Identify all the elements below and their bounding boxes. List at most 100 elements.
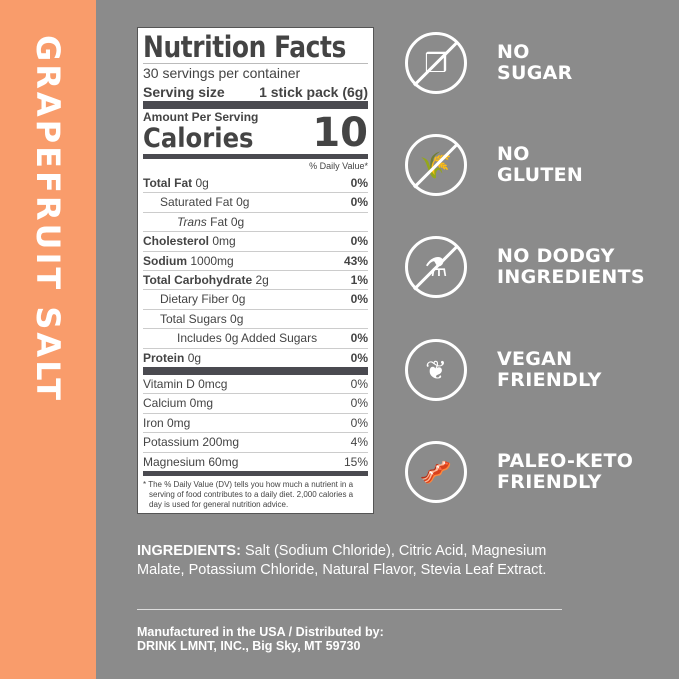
nutrient-row: Dietary Fiber 0g 0% [143, 289, 368, 308]
leaf-icon: ❦ [405, 339, 467, 401]
nutrition-title: Nutrition Facts [143, 30, 346, 64]
prohibition-slash [413, 244, 459, 290]
nutrient-percent: 0% [350, 234, 368, 249]
servings-per-container: 30 servings per container [143, 65, 301, 81]
ingredients-label: INGREDIENTS: [137, 543, 241, 559]
divider-thick [143, 101, 368, 109]
mineral-name: Magnesium 60mg [143, 454, 239, 469]
no-sugar-cubes-icon: ❒ [405, 32, 467, 94]
nutrient-percent: 0% [350, 292, 368, 307]
nutrient-name: Trans [177, 214, 207, 229]
nutrient-amount: 0g [232, 292, 246, 307]
nutrient-row: Cholesterol 0mg 0% [143, 231, 368, 250]
nutrient-name: Sodium [143, 253, 187, 268]
serving-size-value: 1 stick pack (6g) [259, 84, 368, 100]
nutrient-label: Total Sugars 0g [143, 310, 243, 328]
prohibition-slash [413, 142, 459, 188]
calories-left: Amount Per Serving Calories [143, 111, 266, 154]
feature-line-1: VEGAN [497, 348, 573, 370]
feature-line-2: FRIENDLY [497, 369, 602, 391]
mineral-row: Vitamin D 0mcg 0% [143, 375, 368, 393]
nutrient-name: Dietary Fiber [160, 292, 229, 307]
nutrient-percent: 0% [350, 350, 368, 365]
manufacturer-info: Manufactured in the USA / Distributed by… [137, 625, 384, 653]
nutrient-name: Total Fat [143, 176, 193, 190]
daily-value-header: % Daily Value* [309, 161, 368, 171]
feature-text: NO DODGY INGREDIENTS [497, 246, 645, 288]
nutrient-amount: Fat 0g [210, 214, 245, 229]
mineral-percent: 4% [350, 435, 368, 450]
flavor-name: GRAPEFRUIT SALT [29, 35, 67, 404]
feature-line-1: NO [497, 143, 530, 165]
nutrient-name: Total Sugars [160, 311, 227, 326]
nutrient-row: Total Carbohydrate 2g 1% [143, 270, 368, 289]
feature-line-2: GLUTEN [497, 164, 584, 186]
nutrient-percent: 43% [343, 253, 368, 268]
nutrient-label: Sodium 1000mg [143, 252, 234, 270]
nutrient-rows: Total Fat 0g 0% Saturated Fat 0g 0% Trans Fa… [143, 174, 368, 367]
mineral-name: Calcium 0mg [143, 396, 214, 411]
serving-size: Serving size 1 stick pack (6g) [143, 83, 368, 101]
feature-line-1: PALEO-KETO [497, 450, 634, 472]
nutrient-row: Protein 0g 0% [143, 347, 368, 367]
mineral-percent: 0% [350, 415, 368, 430]
ingredients: INGREDIENTS: Salt (Sodium Chloride), Cit… [137, 542, 577, 580]
nutrient-row: Total Fat 0g 0% [143, 174, 368, 192]
feature-text: VEGAN FRIENDLY [497, 349, 602, 391]
divider-medium [143, 471, 368, 477]
nutrient-amount: 0g [187, 350, 202, 365]
nutrient-row: Saturated Fat 0g 0% [143, 192, 368, 211]
nutrient-name: Includes 0g Added Sugars [177, 331, 318, 346]
nutrient-row: Includes 0g Added Sugars 0% [143, 328, 368, 347]
feature-line-1: NO [497, 41, 530, 63]
feature-badge: ❦ VEGAN FRIENDLY [405, 339, 602, 401]
nutrient-amount: 1000mg [190, 253, 234, 268]
nutrient-label: Protein 0g [143, 349, 201, 367]
divider-thick [143, 367, 368, 376]
nutrient-amount: 0g [195, 176, 209, 190]
footnote: * The % Daily Value (DV) tells you how m… [143, 480, 354, 510]
no-wheat-icon: 🌾 [405, 134, 467, 196]
nutrient-percent: 0% [350, 331, 368, 346]
bacon-avocado-egg-icon: 🥓 [405, 441, 467, 503]
nutrient-amount: 2g [255, 273, 269, 288]
feature-line-2: INGREDIENTS [497, 266, 645, 288]
prohibition-slash [413, 40, 459, 86]
manufacturer-line-2: DRINK LMNT, INC., Big Sky, MT 59730 [137, 639, 361, 653]
nutrient-label: Dietary Fiber 0g [143, 290, 245, 308]
nutrition-facts-label: Nutrition Facts 30 servings per containe… [137, 27, 374, 514]
mineral-percent: 15% [343, 454, 368, 469]
feature-line-1: NO DODGY [497, 245, 615, 267]
nutrient-row: Trans Fat 0g [143, 211, 368, 231]
feature-line-2: SUGAR [497, 62, 573, 84]
mineral-row: Calcium 0mg 0% [143, 393, 368, 412]
mineral-row: Iron 0mg 0% [143, 412, 368, 432]
calories-label: Calories [143, 123, 254, 154]
mineral-row: Potassium 200mg 4% [143, 432, 368, 451]
nutrient-label: Total Carbohydrate 2g [143, 271, 269, 289]
mineral-name: Potassium 200mg [143, 435, 240, 450]
nutrient-row: Sodium 1000mg 43% [143, 250, 368, 270]
mineral-name: Vitamin D 0mcg [143, 377, 228, 392]
serving-size-label: Serving size [143, 84, 225, 100]
mineral-rows: Vitamin D 0mcg 0% Calcium 0mg 0% Iron 0mg 0% P… [143, 375, 368, 471]
feature-line-2: FRIENDLY [497, 471, 602, 493]
flavor-stripe: GRAPEFRUIT SALT [0, 0, 96, 679]
divider-medium [143, 154, 368, 159]
nutrient-row: Total Sugars 0g [143, 308, 368, 328]
nutrient-name: Cholesterol [143, 234, 210, 249]
nutrient-name: Saturated Fat [160, 195, 233, 210]
nutrient-name: Protein [143, 350, 185, 365]
nutrient-label: Total Fat 0g [143, 174, 209, 192]
nutrient-percent: 0% [350, 176, 368, 190]
feature-text: NO SUGAR [497, 42, 573, 84]
nutrient-amount: 0g [230, 311, 244, 326]
manufacturer-line-1: Manufactured in the USA / Distributed by… [137, 625, 384, 639]
nutrient-label: Saturated Fat 0g [143, 193, 249, 211]
calories-value: 10 [312, 110, 368, 156]
mineral-name: Iron 0mg [143, 415, 191, 430]
feature-text: PALEO-KETO FRIENDLY [497, 451, 633, 493]
mineral-row: Magnesium 60mg 15% [143, 451, 368, 471]
